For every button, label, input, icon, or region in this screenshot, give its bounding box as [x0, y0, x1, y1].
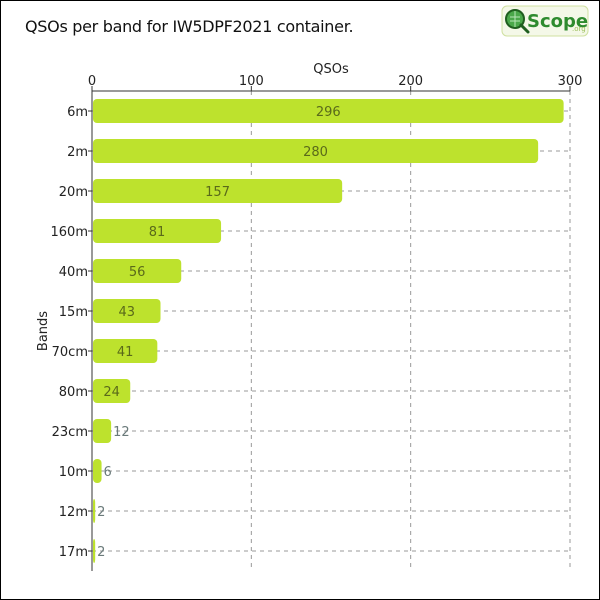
logo-text: Scope — [527, 11, 588, 32]
y-tick-label: 10m — [59, 465, 88, 480]
bar-12m — [93, 499, 96, 523]
y-tick-label: 23cm — [52, 425, 88, 440]
chart-title: QSOs per band for IW5DPF2021 container. — [25, 17, 354, 36]
bar-6m — [93, 99, 564, 123]
y-tick-label: 12m — [59, 505, 88, 520]
y-tick-label: 20m — [59, 185, 88, 200]
x-tick-label: 0 — [88, 74, 96, 89]
bar-23cm — [93, 419, 112, 443]
data-label-20m: 157 — [205, 185, 230, 200]
y-tick-label: 15m — [59, 305, 88, 320]
data-label-15m: 43 — [118, 305, 135, 320]
y-tick-label: 80m — [59, 385, 88, 400]
y-tick-label: 40m — [59, 265, 88, 280]
bar-160m — [93, 219, 222, 243]
y-tick-label: 17m — [59, 545, 88, 560]
data-label-80m: 24 — [103, 385, 120, 400]
logo-suffix: .org — [572, 25, 586, 33]
data-label-17m: 2 — [97, 545, 105, 560]
bar-2m — [93, 139, 539, 163]
y-tick-label: 70cm — [52, 345, 88, 360]
data-label-12m: 2 — [97, 505, 105, 520]
y-tick-label: 6m — [67, 105, 88, 120]
bar-40m — [93, 259, 182, 283]
x-tick-label: 100 — [239, 74, 264, 89]
data-label-6m: 296 — [316, 105, 341, 120]
qscope-logo: Scope .org — [501, 5, 589, 37]
bar-70cm — [93, 339, 158, 363]
bar-10m — [93, 459, 102, 483]
data-label-160m: 81 — [149, 225, 166, 240]
y-axis-title: Bands — [36, 311, 51, 351]
data-label-40m: 56 — [129, 265, 146, 280]
data-label-70cm: 41 — [117, 345, 134, 360]
data-label-23cm: 12 — [113, 425, 130, 440]
bar-80m — [93, 379, 131, 403]
x-tick-label: 200 — [398, 74, 423, 89]
y-tick-label: 160m — [51, 225, 88, 240]
x-tick-label: 300 — [558, 74, 583, 89]
data-label-2m: 280 — [303, 145, 328, 160]
bar-15m — [93, 299, 161, 323]
x-axis-title: QSOs — [313, 62, 349, 77]
y-tick-label: 2m — [67, 145, 88, 160]
data-label-10m: 6 — [104, 465, 112, 480]
qscope-magnifier-icon — [505, 9, 530, 34]
bar-20m — [93, 179, 343, 203]
bar-17m — [93, 539, 96, 563]
